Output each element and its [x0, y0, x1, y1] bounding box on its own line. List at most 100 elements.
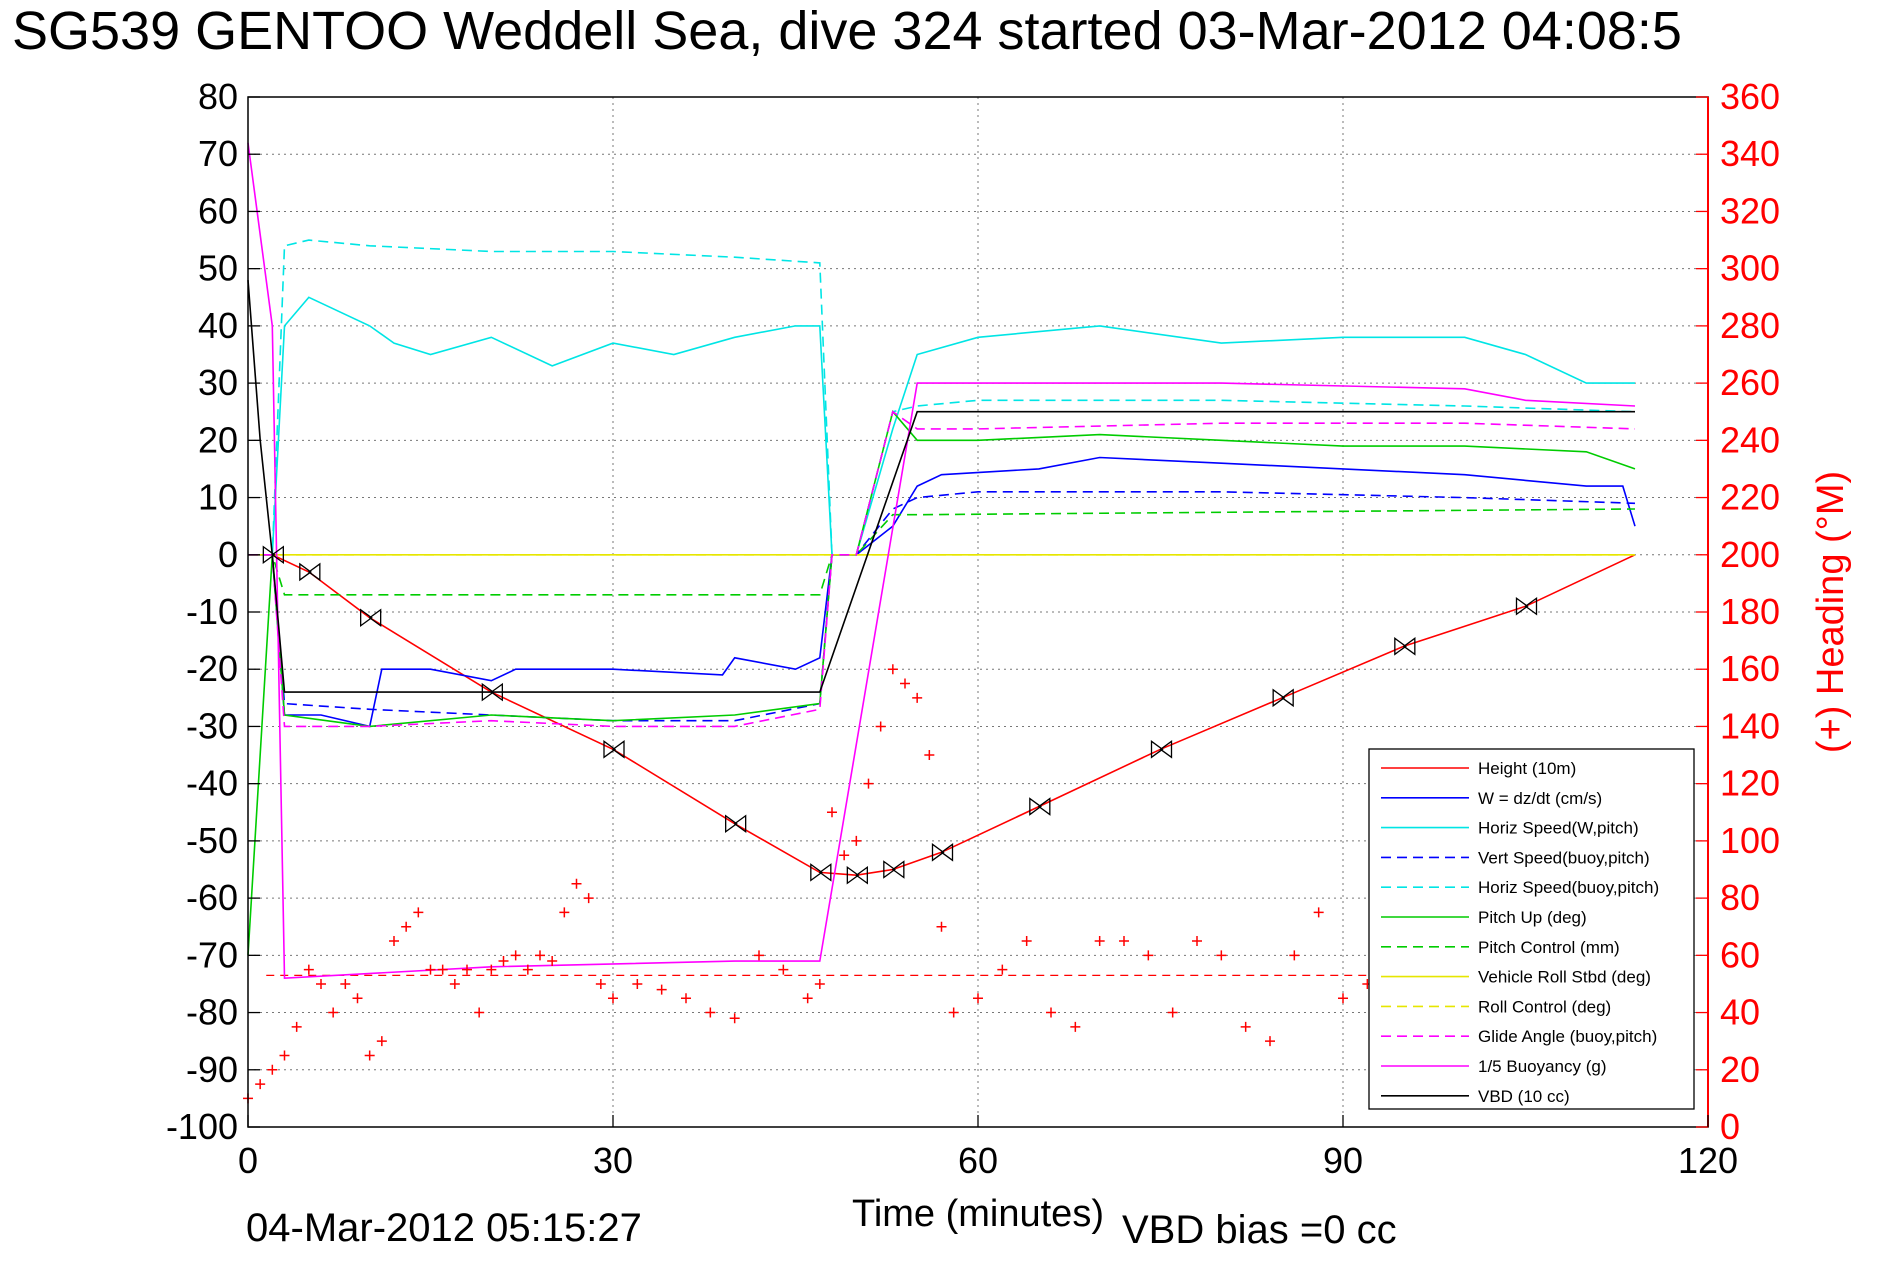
height-marker — [1150, 740, 1173, 759]
legend-entry: Pitch Control (mm) — [1478, 938, 1620, 957]
legend-entry: Pitch Up (deg) — [1478, 908, 1587, 927]
right-tick-label: 200 — [1720, 534, 1780, 575]
heading-point — [997, 964, 1008, 975]
height-marker — [1029, 797, 1051, 816]
heading-point — [510, 950, 521, 961]
right-axis-label: (+) Heading (°M) — [1810, 471, 1852, 753]
heading-point — [583, 893, 594, 904]
heading-point — [413, 907, 424, 918]
heading-point — [973, 993, 983, 1004]
heading-point — [948, 1007, 959, 1018]
height-marker — [481, 682, 503, 702]
heading-point — [376, 1036, 387, 1047]
right-tick-label: 360 — [1720, 76, 1780, 117]
x-tick-label: 30 — [593, 1140, 633, 1181]
height-marker — [725, 814, 747, 833]
heading-point — [255, 1079, 266, 1090]
height-marker — [1515, 597, 1538, 616]
legend-entry: Vert Speed(buoy,pitch) — [1478, 848, 1650, 867]
series-line-2 — [248, 296, 1635, 556]
legend-box — [1368, 748, 1695, 1110]
heading-point — [1240, 1021, 1251, 1032]
heading-point — [681, 993, 691, 1004]
left-tick-label: -40 — [186, 763, 238, 804]
height-marker — [299, 562, 321, 582]
right-tick-label: 300 — [1720, 248, 1780, 289]
left-tick-label: -80 — [186, 992, 238, 1033]
legend-entry: Glide Angle (buoy,pitch) — [1478, 1027, 1657, 1046]
heading-point — [547, 956, 558, 967]
legend-entry: Vehicle Roll Stbd (deg) — [1478, 968, 1651, 987]
heading-point — [425, 964, 436, 975]
right-tick-label: 40 — [1720, 992, 1760, 1033]
timestamp-label: 04-Mar-2012 05:15:27 — [246, 1206, 642, 1250]
heading-point — [705, 1007, 716, 1018]
legend-entry: Roll Control (deg) — [1478, 997, 1611, 1016]
left-tick-label: 60 — [198, 190, 238, 231]
left-tick-label: -20 — [186, 648, 238, 689]
heading-point — [1289, 950, 1300, 961]
right-tick-label: 180 — [1720, 591, 1780, 632]
grid-layer — [248, 97, 1708, 1127]
heading-layer — [243, 664, 1397, 1104]
left-tick-label: -50 — [186, 820, 238, 861]
left-tick-label: 40 — [198, 305, 238, 346]
heading-point — [851, 835, 862, 846]
left-tick-label: -70 — [186, 934, 238, 975]
height-marker — [603, 740, 625, 759]
heading-point — [1070, 1021, 1081, 1032]
heading-point — [839, 850, 850, 861]
right-tick-label: 80 — [1720, 877, 1760, 918]
right-tick-label: 100 — [1720, 820, 1780, 861]
x-tick-label: 120 — [1678, 1140, 1738, 1181]
heading-point — [656, 984, 667, 995]
heading-point — [486, 964, 497, 975]
heading-point — [1094, 936, 1105, 947]
left-tick-label: 10 — [198, 477, 238, 518]
legend-entry: 1/5 Buoyancy (g) — [1478, 1057, 1607, 1076]
x-tick-label: 60 — [958, 1140, 998, 1181]
height-marker — [810, 863, 832, 882]
heading-point — [522, 964, 533, 975]
right-tick-label: 280 — [1720, 305, 1780, 346]
heading-point — [875, 721, 886, 732]
vbd-bias-label: VBD bias =0 cc — [1122, 1208, 1397, 1252]
right-tick-label: 340 — [1720, 133, 1780, 174]
heading-point — [814, 978, 825, 989]
heading-point — [279, 1050, 290, 1061]
heading-point — [401, 921, 412, 932]
heading-point — [887, 664, 898, 675]
right-tick-label: 20 — [1720, 1049, 1760, 1090]
right-tick-label: 140 — [1720, 705, 1780, 746]
series-line-9 — [248, 410, 1636, 728]
left-tick-label: 20 — [198, 419, 238, 460]
height-marker — [931, 843, 954, 862]
height-marker — [262, 545, 284, 565]
heading-point — [1338, 993, 1348, 1004]
heading-point — [1313, 907, 1324, 918]
left-tick-label: 0 — [218, 534, 238, 575]
heading-point — [595, 978, 606, 989]
heading-point — [571, 878, 582, 889]
heading-point — [827, 807, 837, 818]
series-line-10 — [247, 142, 1636, 980]
heading-point — [328, 1007, 339, 1018]
series-line-11 — [247, 280, 1635, 693]
heading-point — [1216, 950, 1227, 961]
right-tick-label: 60 — [1720, 934, 1760, 975]
left-tick-label: 50 — [198, 248, 238, 289]
right-tick-label: 240 — [1720, 419, 1780, 460]
right-tick-label: 160 — [1720, 648, 1780, 689]
heading-point — [535, 950, 545, 961]
legend-entry: W = dz/dt (cm/s) — [1478, 789, 1602, 808]
series-line-1 — [248, 456, 1636, 728]
legend-entry: Horiz Speed(W,pitch) — [1478, 819, 1639, 838]
heading-point — [498, 956, 509, 967]
heading-point — [1192, 936, 1202, 947]
height-marker — [846, 865, 868, 885]
heading-point — [1021, 936, 1032, 947]
height-marker — [883, 860, 905, 879]
heading-point — [729, 1013, 740, 1024]
legend: Height (10m) W = dz/dt (cm/s) Horiz Speed(… — [1368, 748, 1695, 1110]
